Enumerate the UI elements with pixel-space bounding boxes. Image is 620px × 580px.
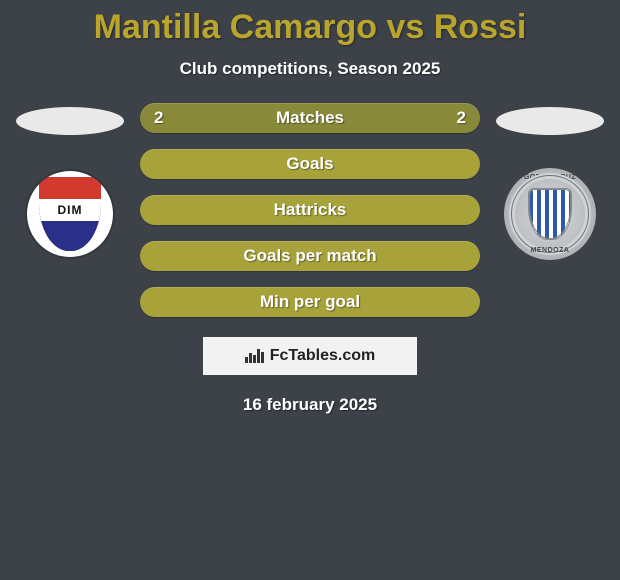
page-title: Mantilla Camargo vs Rossi: [0, 0, 620, 47]
gc-ring-bot: MENDOZA: [504, 247, 596, 254]
left-ellipse: [16, 107, 124, 135]
date-text: 16 february 2025: [243, 395, 377, 415]
stat-bar-goals-per-match: Goals per match: [140, 241, 480, 271]
page-root: Mantilla Camargo vs Rossi Club competiti…: [0, 0, 620, 580]
bar-chart-icon: [245, 349, 264, 363]
stat-bar-hattricks: Hattricks: [140, 195, 480, 225]
stat-bar-min-per-goal: Min per goal: [140, 287, 480, 317]
brand-box[interactable]: FcTables.com: [203, 337, 417, 375]
comparison-arena: DIM 2 Matches 2 Goals Hattricks: [0, 103, 620, 415]
stat-label: Matches: [276, 108, 344, 128]
right-side: GODOY CRUZ MENDOZA: [490, 103, 610, 257]
stat-label: Goals per match: [243, 246, 376, 266]
stat-bar-goals: Goals: [140, 149, 480, 179]
left-side: DIM: [10, 103, 130, 257]
stat-bar-matches: 2 Matches 2: [140, 103, 480, 133]
stat-right-value: 2: [457, 108, 466, 128]
stat-label: Hattricks: [274, 200, 347, 220]
right-ellipse: [496, 107, 604, 135]
stat-left-value: 2: [154, 108, 163, 128]
stat-label: Goals: [286, 154, 333, 174]
stats-column: 2 Matches 2 Goals Hattricks Goals per ma…: [130, 103, 490, 415]
stat-label: Min per goal: [260, 292, 360, 312]
dim-acronym: DIM: [39, 199, 101, 221]
brand-text: FcTables.com: [270, 347, 376, 365]
right-club-badge: GODOY CRUZ MENDOZA: [500, 171, 600, 257]
dim-badge-icon: DIM: [27, 171, 113, 257]
left-club-badge: DIM: [20, 171, 120, 257]
godoy-cruz-badge-icon: GODOY CRUZ MENDOZA: [504, 168, 596, 260]
page-subtitle: Club competitions, Season 2025: [0, 59, 620, 79]
